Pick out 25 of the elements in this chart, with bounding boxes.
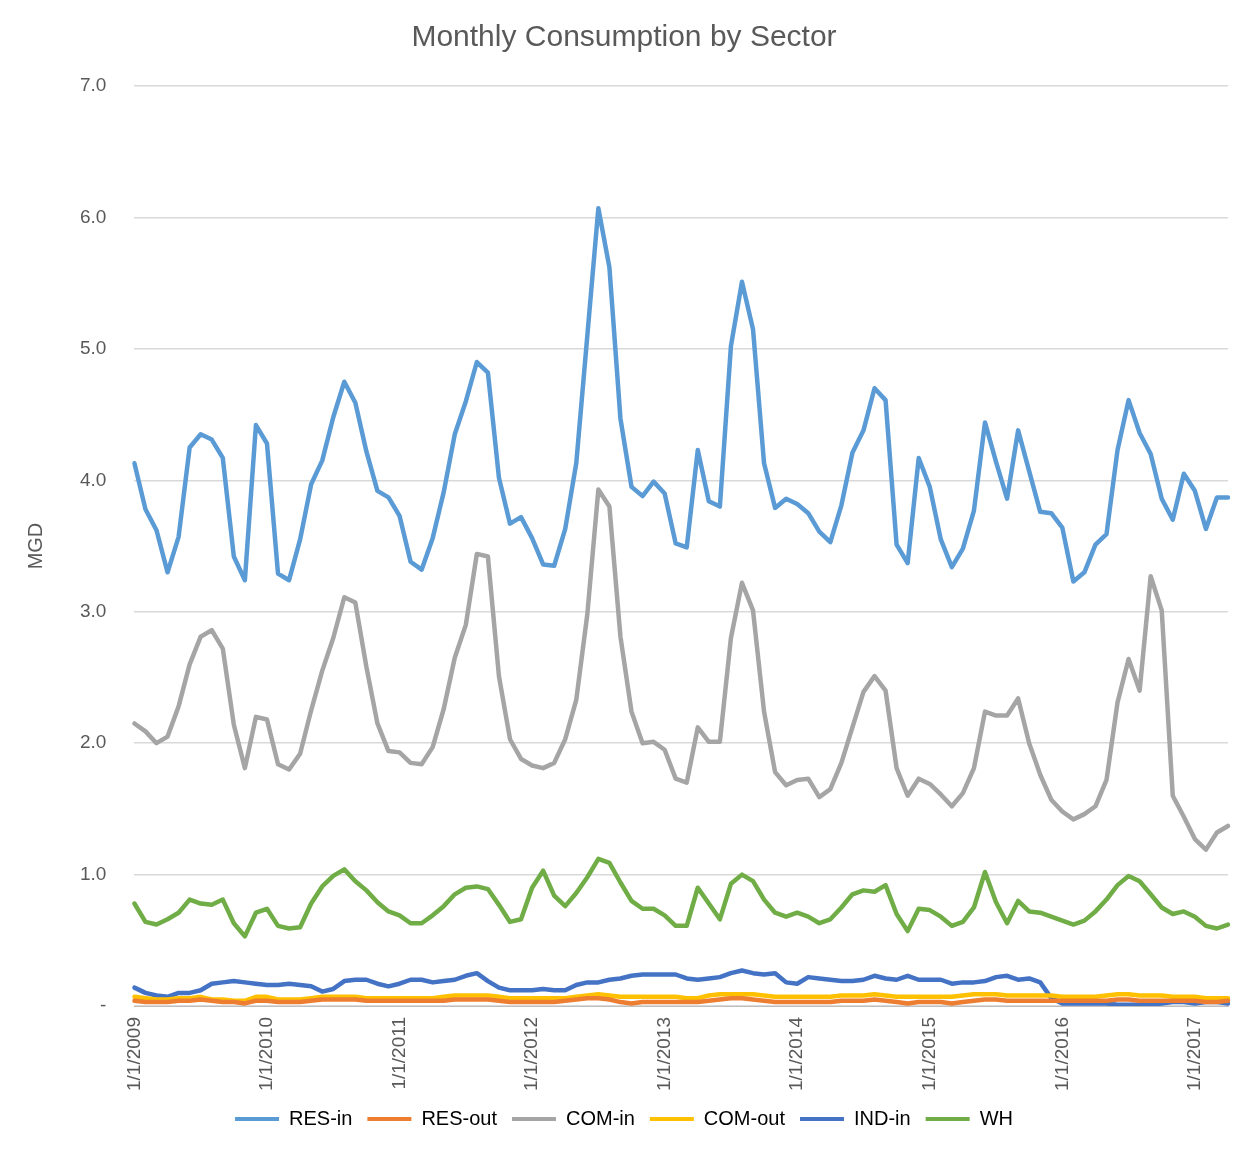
x-tick-label: 1/1/2011: [387, 1017, 409, 1090]
legend-label: RES-out: [421, 1106, 498, 1129]
legend-label: COM-out: [703, 1106, 786, 1129]
chart-title: Monthly Consumption by Sector: [411, 19, 837, 53]
x-tick-label: 1/1/2017: [1183, 1017, 1205, 1092]
y-tick-label: 1.0: [79, 862, 107, 884]
x-tick-label: 1/1/2013: [652, 1017, 674, 1092]
legend-label: COM-in: [565, 1106, 635, 1129]
y-axis-title: MGD: [23, 522, 46, 570]
y-tick-label: 7.0: [79, 74, 107, 96]
y-tick-label: 2.0: [79, 731, 107, 753]
x-tick-label: 1/1/2014: [785, 1016, 807, 1092]
x-tick-label: 1/1/2015: [917, 1017, 939, 1092]
y-tick-label: 5.0: [79, 337, 107, 359]
legend-label: WH: [979, 1106, 1013, 1129]
y-tick-label: 4.0: [79, 468, 107, 490]
x-tick-label: 1/1/2012: [520, 1017, 542, 1092]
y-tick-label: 3.0: [79, 599, 107, 621]
y-tick-label: -: [100, 994, 107, 1016]
legend-label: RES-in: [289, 1106, 353, 1129]
x-tick-label: 1/1/2016: [1050, 1017, 1072, 1092]
y-tick-label: 6.0: [79, 205, 107, 227]
legend-label: IND-in: [853, 1106, 911, 1129]
x-tick-label: 1/1/2009: [122, 1017, 144, 1092]
x-tick-label: 1/1/2010: [255, 1017, 277, 1092]
